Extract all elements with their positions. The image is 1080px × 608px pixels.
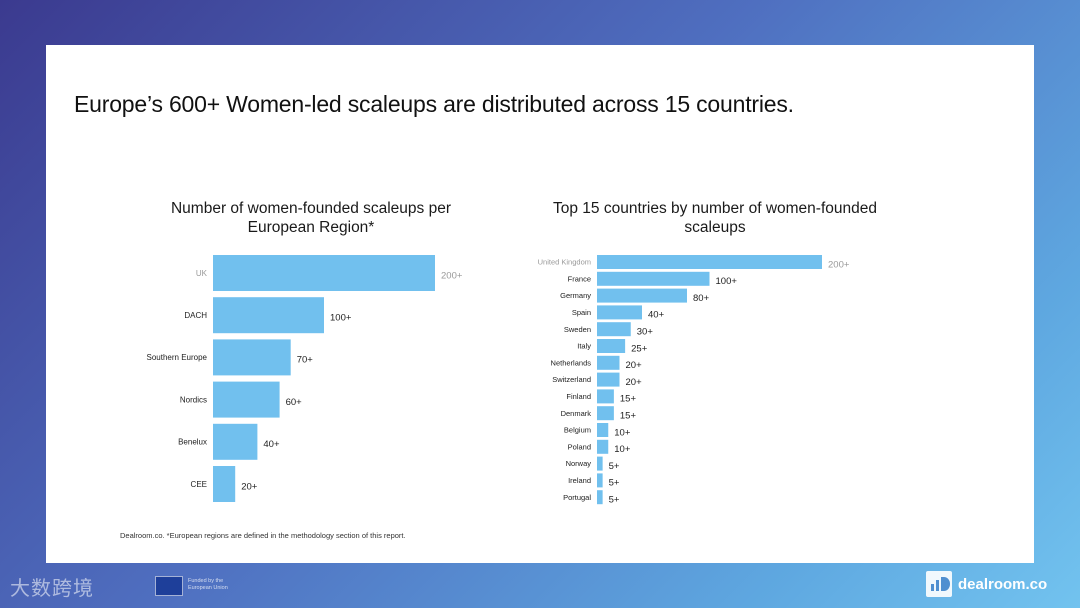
region-bar-chart: UK 200+ DACH 100+ Southern Europe 70+ Nordics 6… — [147, 255, 463, 502]
country-bar — [597, 389, 614, 404]
country-bar — [597, 255, 822, 269]
country-data-label: 10+ — [614, 444, 631, 455]
country-data-label: 5+ — [609, 461, 620, 472]
country-data-label: 200+ — [828, 259, 850, 270]
eu-flag-icon — [155, 576, 183, 596]
country-category-label: Portugal — [563, 493, 591, 502]
region-data-label: 40+ — [263, 439, 280, 450]
country-chart-title: Top 15 countries by number of women-foun… — [520, 199, 910, 237]
country-bar — [597, 288, 687, 303]
country-category-label: Belgium — [564, 426, 591, 435]
region-bar — [213, 466, 236, 502]
country-bar — [597, 490, 603, 505]
country-data-label: 5+ — [609, 495, 620, 506]
region-chart-title-line-1: Number of women-founded scaleups per — [170, 200, 451, 217]
eu-funding-text: Funded by the European Union — [188, 578, 228, 592]
region-data-label: 100+ — [330, 313, 352, 324]
country-category-label: Denmark — [561, 409, 592, 418]
country-bar — [597, 355, 620, 370]
country-data-label: 100+ — [716, 276, 738, 287]
country-bar — [597, 406, 614, 421]
country-bar — [597, 305, 642, 320]
country-category-label: Finland — [566, 392, 591, 401]
region-data-label: 200+ — [441, 270, 463, 281]
country-category-label: Italy — [577, 342, 591, 351]
region-chart-title-line-2: European Region* — [247, 219, 375, 236]
country-category-label: United Kingdom — [538, 258, 591, 267]
country-data-label: 20+ — [626, 377, 643, 388]
region-data-label: 60+ — [286, 397, 303, 408]
region-chart-title: Number of women-founded scaleups per Eur… — [141, 199, 481, 237]
region-data-label: 20+ — [241, 481, 258, 492]
country-category-label: France — [568, 274, 591, 283]
country-data-label: 25+ — [631, 343, 648, 354]
country-bar-chart: United Kingdom 200+ France 100+ Germany 80+ Sp… — [538, 255, 850, 506]
region-category-label: Benelux — [178, 438, 207, 447]
page-title: Europe’s 600+ Women-led scaleups are dis… — [74, 91, 794, 117]
country-bar — [597, 322, 631, 337]
country-category-label: Switzerland — [552, 375, 591, 384]
country-bar — [597, 456, 603, 471]
country-bar — [597, 473, 603, 488]
country-category-label: Norway — [566, 459, 592, 468]
region-data-label: 70+ — [297, 355, 314, 366]
slide-card: Europe’s 600+ Women-led scaleups are dis… — [46, 45, 1034, 563]
region-category-label: Southern Europe — [147, 353, 208, 362]
country-bar — [597, 439, 609, 454]
country-bar — [597, 372, 620, 387]
country-data-label: 30+ — [637, 327, 654, 338]
eu-funding-line-1: Funded by the — [188, 578, 224, 584]
country-data-label: 20+ — [626, 360, 643, 371]
watermark-text: 大数跨境 — [10, 576, 94, 600]
region-bar — [213, 381, 280, 418]
region-category-label: UK — [196, 269, 208, 278]
country-bar — [597, 339, 626, 353]
dealroom-logo-icon — [926, 571, 952, 597]
region-category-label: Nordics — [180, 395, 207, 404]
dealroom-brand: dealroom.co — [958, 576, 1048, 593]
country-category-label: Germany — [560, 291, 591, 300]
eu-funding-line-2: European Union — [188, 585, 228, 591]
country-category-label: Poland — [568, 442, 591, 451]
country-chart-title-line-2: scaleups — [684, 219, 746, 236]
country-data-label: 80+ — [693, 293, 710, 304]
country-category-label: Spain — [572, 308, 591, 317]
source-footnote: Dealroom.co. *European regions are defin… — [120, 531, 406, 540]
country-data-label: 40+ — [648, 310, 665, 321]
country-chart-title-line-1: Top 15 countries by number of women-foun… — [553, 200, 877, 217]
country-data-label: 10+ — [614, 427, 631, 438]
country-data-label: 15+ — [620, 411, 637, 422]
country-data-label: 15+ — [620, 394, 637, 405]
country-category-label: Sweden — [564, 325, 591, 334]
country-bar — [597, 423, 609, 437]
region-bar — [213, 423, 258, 460]
country-category-label: Netherlands — [551, 358, 592, 367]
region-bar — [213, 255, 435, 291]
region-bar — [213, 339, 291, 376]
region-bar — [213, 297, 324, 334]
region-category-label: DACH — [184, 311, 207, 320]
country-data-label: 5+ — [609, 478, 620, 489]
country-category-label: Ireland — [568, 476, 591, 485]
country-bar — [597, 271, 710, 286]
region-category-label: CEE — [191, 480, 207, 489]
